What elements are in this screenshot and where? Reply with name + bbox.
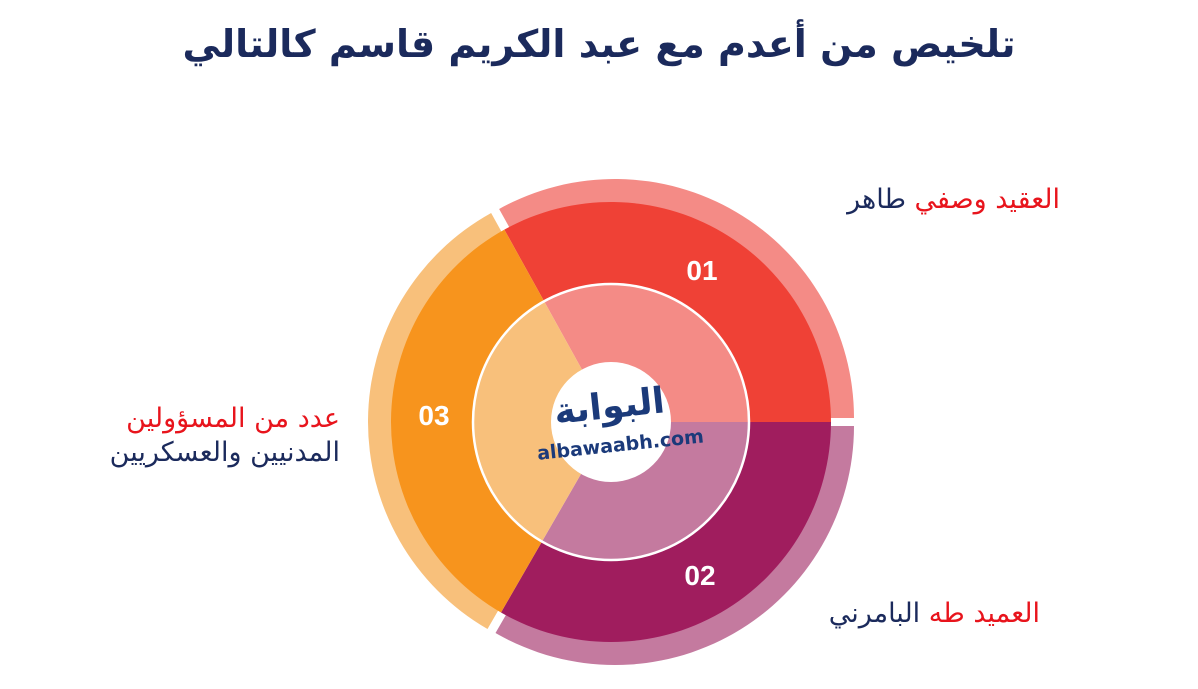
label-red-text: العميد طه — [928, 598, 1040, 629]
segment-01-main — [504, 202, 831, 422]
label-navy-text: المدنيين والعسكريين — [109, 437, 340, 468]
center-circle — [551, 362, 671, 482]
segment-number-03: 03 — [418, 400, 449, 431]
label-red-text: عدد من المسؤولين — [126, 403, 340, 434]
segment-03-inner — [473, 301, 611, 542]
segment-01-outer — [499, 178, 854, 418]
inner-divider-circle — [471, 282, 751, 562]
label-segment-02: العميد طه البامرني — [829, 597, 1040, 631]
page-title: تلخيص من أعدم مع عبد الكريم قاسم كالتالي — [182, 22, 1016, 66]
label-red-text: العقيد وصفي — [914, 184, 1060, 215]
label-navy-text: طاهر — [847, 184, 906, 215]
segment-03-main — [391, 229, 545, 613]
segment-02-outer — [495, 426, 854, 665]
label-segment-03: عدد من المسؤولين المدنيين والعسكريين — [70, 402, 340, 470]
segment-03-outer — [368, 212, 511, 629]
segment-number-02: 02 — [684, 560, 715, 591]
segment-02-main — [501, 422, 831, 642]
segment-number-01: 01 — [686, 255, 717, 286]
label-navy-text: البامرني — [828, 598, 921, 629]
label-segment-01: العقيد وصفي طاهر — [847, 183, 1060, 217]
